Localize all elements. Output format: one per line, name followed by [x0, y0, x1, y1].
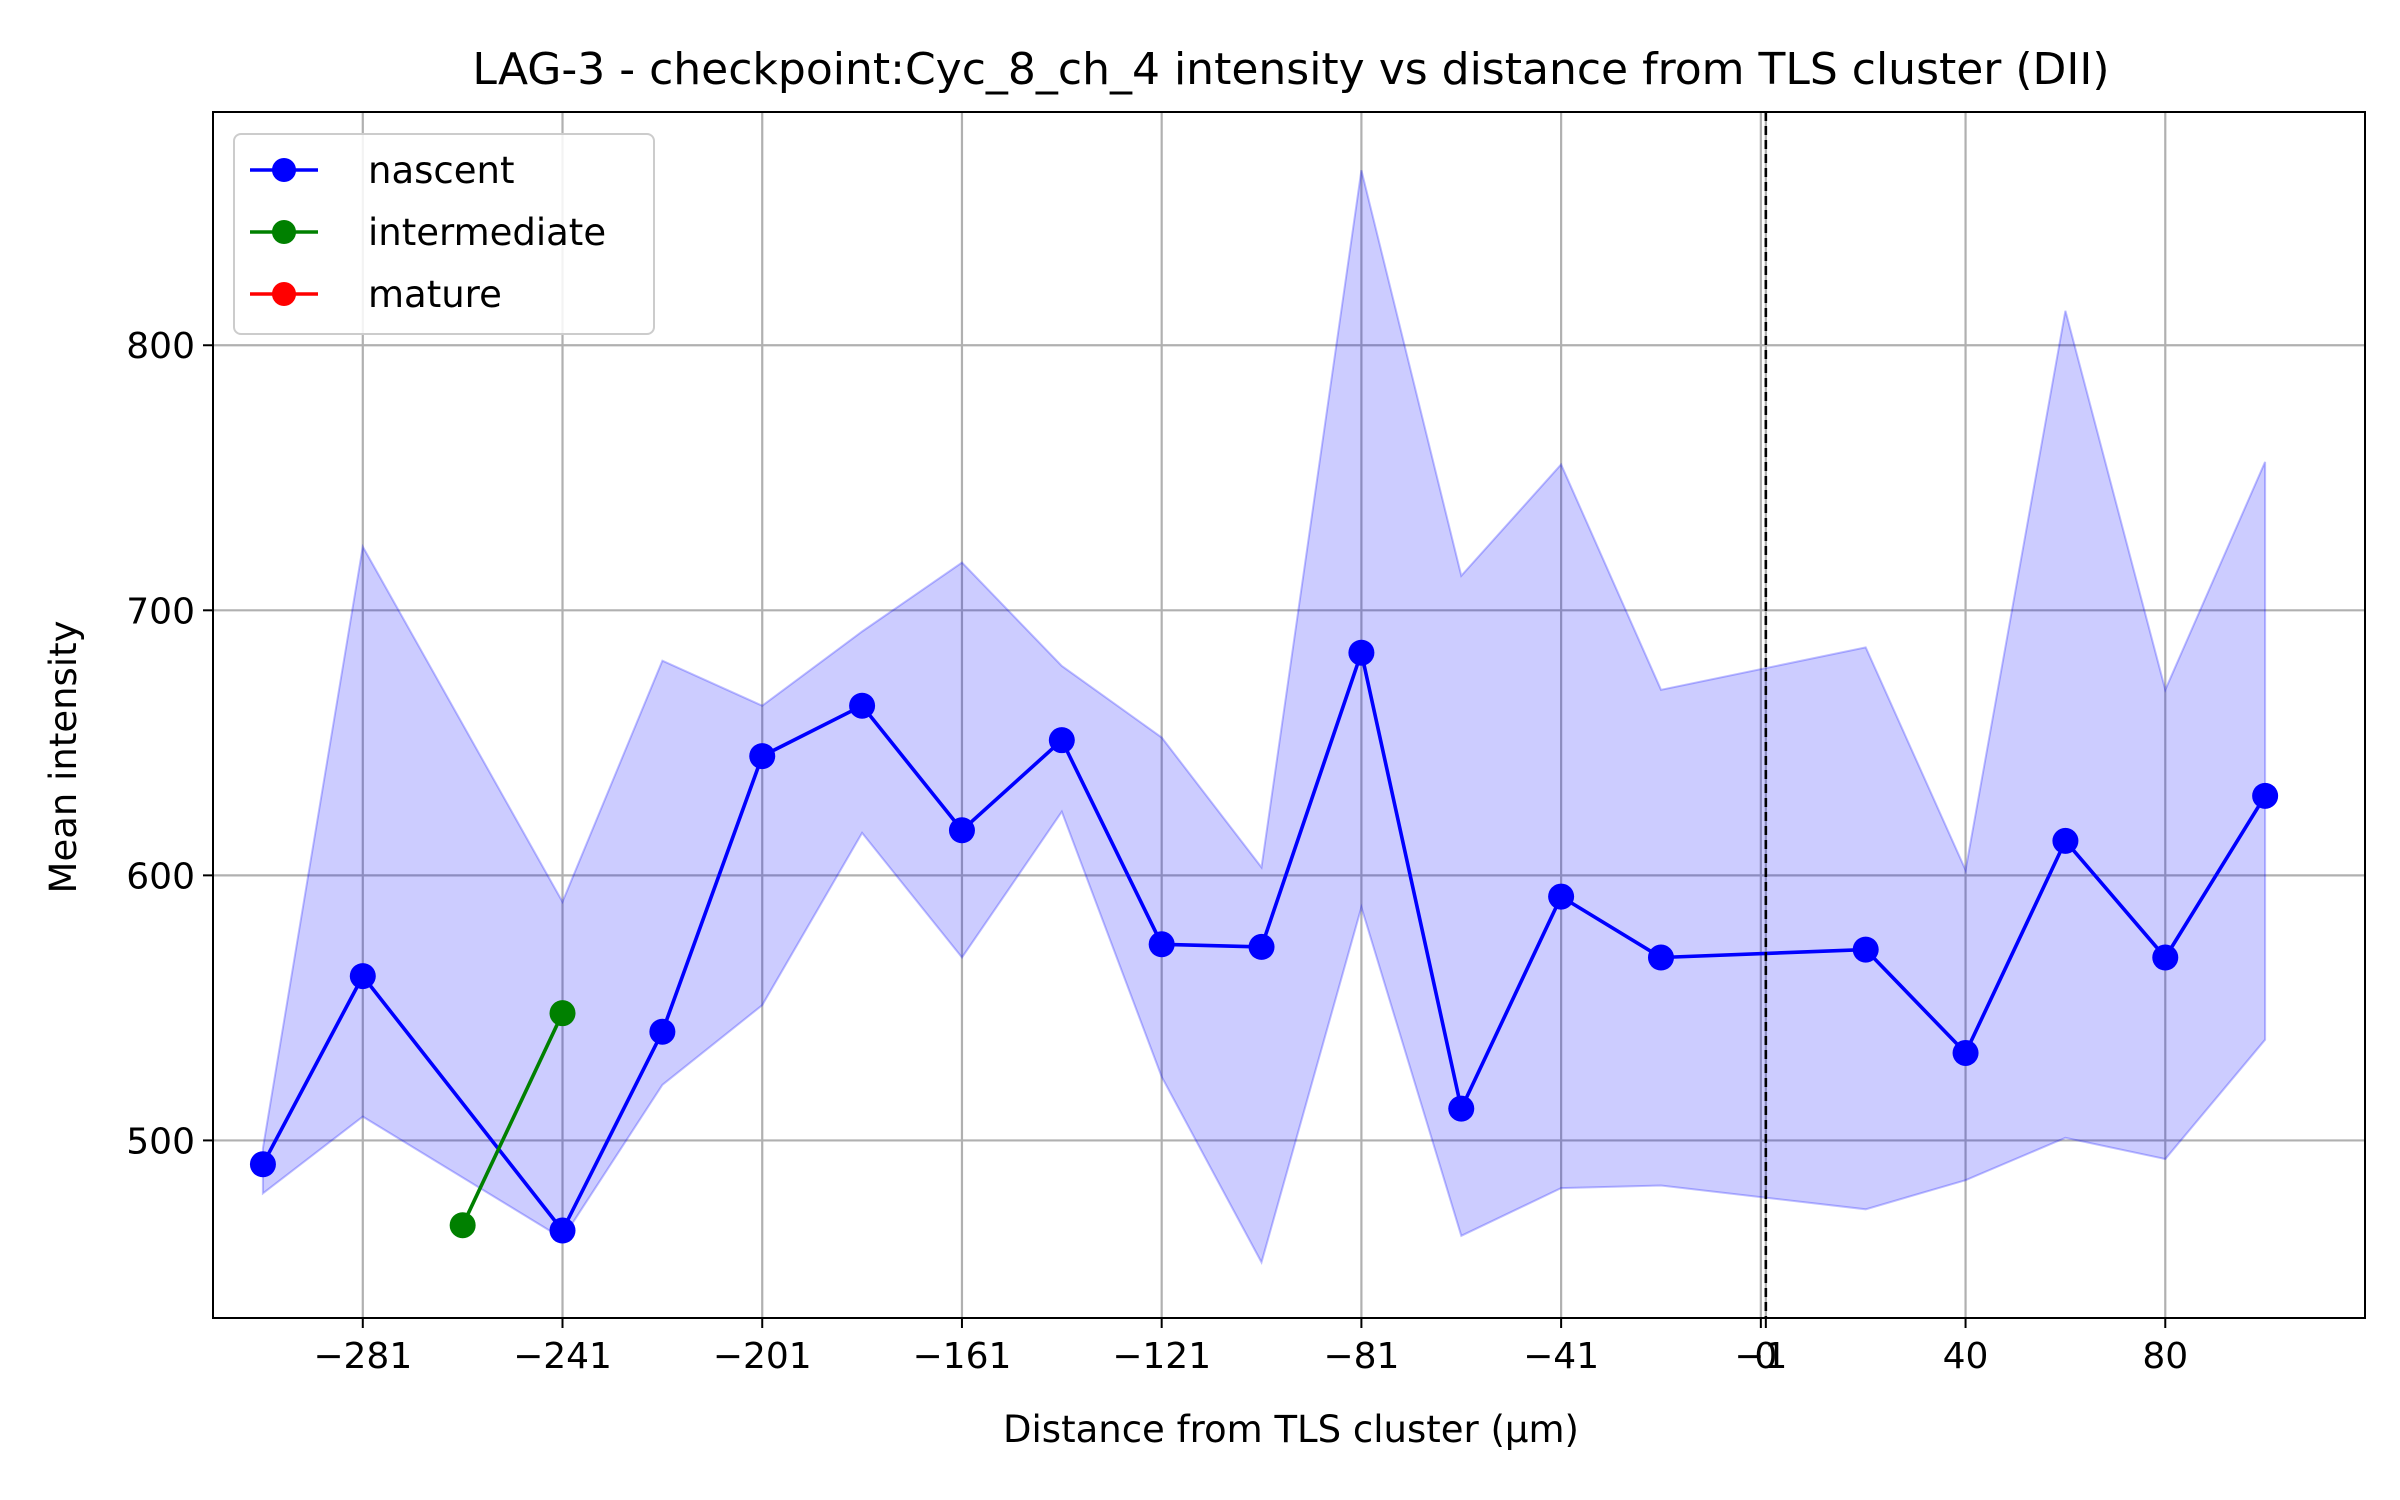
chart-title: LAG-3 - checkpoint:Cyc_8_ch_4 intensity … — [472, 44, 2109, 95]
legend-entries: nascent intermediate mature — [250, 149, 606, 316]
x-tick-label: −201 — [713, 1336, 812, 1377]
nascent-point — [1548, 883, 1575, 910]
x-tick-label: −161 — [913, 1336, 1012, 1377]
nascent-point — [1248, 933, 1275, 960]
nascent-point — [2252, 782, 2279, 809]
x-axis-label: Distance from TLS cluster (μm) — [1003, 1408, 1579, 1451]
x-tick-label: 0 — [1754, 1336, 1777, 1377]
x-tick-label: 40 — [1943, 1336, 1989, 1377]
y-tick-label: 800 — [126, 326, 195, 367]
nascent-point — [249, 1151, 276, 1178]
nascent-point — [749, 743, 776, 770]
legend-marker-nascent — [272, 158, 296, 182]
x-tick-label: −281 — [313, 1336, 412, 1377]
x-tick-label: −1 — [1734, 1336, 1787, 1377]
legend-marker-mature — [272, 282, 296, 306]
nascent-point — [549, 1217, 576, 1244]
nascent-point — [649, 1018, 676, 1045]
confidence-bands — [261, 170, 2267, 1265]
intermediate-point — [549, 1000, 576, 1027]
legend-label-mature: mature — [368, 273, 502, 316]
nascent-point — [849, 692, 876, 719]
y-tick-label: 600 — [126, 856, 195, 897]
nascent-point — [948, 817, 975, 844]
nascent-point — [1647, 944, 1674, 971]
x-tick-label: −241 — [513, 1336, 612, 1377]
series-points — [249, 639, 2279, 1244]
y-tick-label: 700 — [126, 591, 195, 632]
legend-label-intermediate: intermediate — [368, 211, 606, 254]
x-tick-label: 80 — [2142, 1336, 2188, 1377]
plot-frame — [212, 111, 2366, 1319]
nascent-point — [349, 963, 376, 990]
nascent-band — [261, 170, 2267, 1265]
legend-label-nascent: nascent — [368, 149, 514, 192]
intermediate-line — [461, 1012, 565, 1226]
axis-ticks: −281 −241 −201 −161 −121 −81 −41 −10 40 80 500 600 7… — [126, 326, 2188, 1377]
nascent-point — [2052, 827, 2079, 854]
legend-marker-intermediate — [272, 220, 296, 244]
y-axis-label: Mean intensity — [42, 621, 85, 894]
y-tick-label: 500 — [126, 1121, 195, 1162]
nascent-point — [1448, 1095, 1475, 1122]
nascent-point — [2152, 944, 2179, 971]
x-tick-label: −41 — [1523, 1336, 1599, 1377]
intermediate-point — [449, 1212, 476, 1239]
x-tick-label: −121 — [1112, 1336, 1211, 1377]
x-tick-label: −81 — [1323, 1336, 1399, 1377]
nascent-point — [1952, 1039, 1979, 1066]
nascent-point — [1048, 727, 1075, 754]
nascent-point — [1348, 639, 1375, 666]
legend-box — [233, 133, 655, 335]
nascent-point — [1148, 931, 1175, 958]
nascent-point — [1852, 936, 1879, 963]
legend: nascent intermediate mature — [233, 133, 655, 335]
